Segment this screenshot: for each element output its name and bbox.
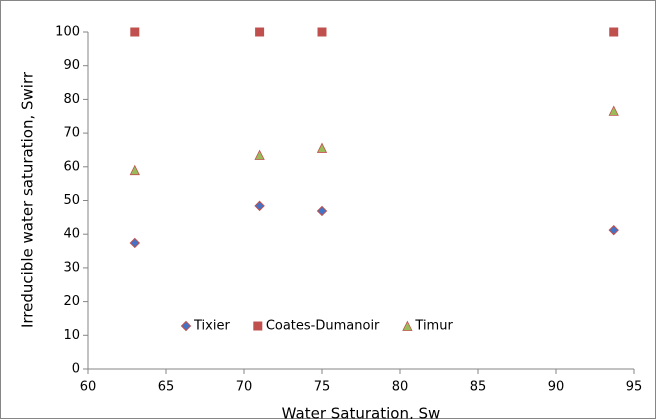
- point: [129, 237, 141, 249]
- point: [129, 164, 140, 176]
- x-tick-label: 65: [158, 380, 175, 395]
- x-tick-label: 95: [626, 380, 643, 395]
- y-tick-label: 70: [63, 126, 80, 141]
- point: [317, 27, 327, 37]
- y-tick-label: 90: [63, 58, 80, 73]
- y-tick-label: 100: [55, 25, 80, 40]
- point: [130, 27, 140, 37]
- y-tick-label: 20: [63, 294, 80, 309]
- legend-label: Timur: [414, 319, 453, 334]
- y-tick-label: 60: [63, 159, 80, 174]
- legend-marker: [180, 320, 192, 332]
- y-tick-label: 50: [63, 193, 80, 208]
- x-tick-label: 60: [80, 380, 97, 395]
- x-tick-label: 90: [548, 380, 565, 395]
- y-axis-label: Irreducible water saturation, Swirr: [19, 71, 37, 328]
- x-tick-label: 80: [392, 380, 409, 395]
- y-tick-label: 40: [63, 227, 80, 242]
- point: [316, 205, 328, 217]
- point: [255, 27, 265, 37]
- legend-marker: [402, 320, 413, 331]
- legend-label: Coates-Dumanoir: [266, 319, 380, 334]
- y-tick-label: 0: [72, 362, 80, 377]
- y-tick-label: 10: [63, 328, 80, 343]
- point: [254, 200, 265, 212]
- y-tick-label: 80: [63, 92, 80, 107]
- point: [316, 142, 328, 153]
- y-tick-label: 30: [63, 260, 80, 275]
- point: [608, 224, 619, 236]
- legend-label: Tixier: [193, 319, 230, 334]
- x-tick-label: 85: [470, 380, 487, 395]
- legend-marker: [253, 321, 263, 331]
- x-axis-label: Water Saturation, Sw: [282, 405, 441, 419]
- point: [609, 27, 619, 37]
- x-tick-label: 75: [314, 380, 331, 395]
- x-tick-label: 70: [236, 380, 253, 395]
- point: [254, 149, 265, 160]
- point: [608, 105, 619, 116]
